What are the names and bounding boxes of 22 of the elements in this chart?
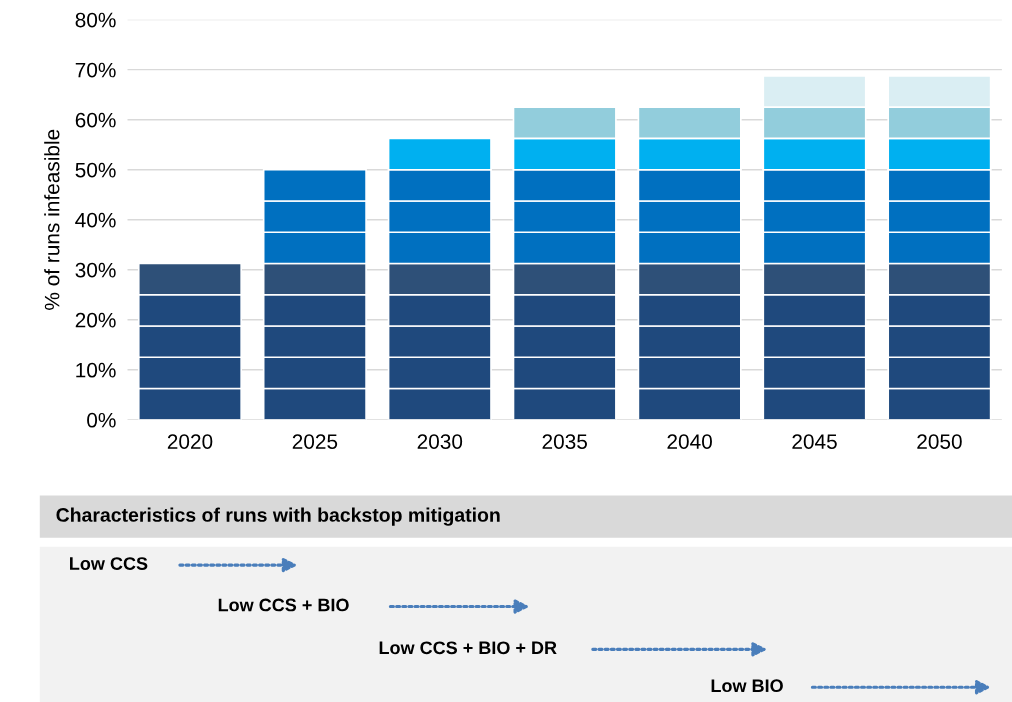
x-tick-label: 2025 [292, 434, 338, 449]
y-axis-title: % of runs infeasible [44, 129, 60, 310]
x-tick-label: 2040 [667, 434, 712, 449]
text: Characteristics of runs with backstop mitigation [56, 507, 500, 526]
x-tick-label: 2020 [167, 434, 213, 449]
text: Low BIO [711, 679, 783, 693]
x-tick-label: 2035 [542, 434, 587, 449]
y-tick-label: 60% [75, 112, 116, 128]
y-tick-label: 50% [75, 162, 116, 178]
y-tick-label: 10% [76, 362, 116, 378]
y-tick-label: 70% [75, 62, 116, 78]
text: Low CCS + BIO + DR [379, 641, 557, 655]
y-tick-label: 40% [75, 212, 116, 228]
y-tick-label: 30% [75, 262, 116, 278]
text: Low CCS [70, 557, 148, 570]
x-tick-label: 2050 [917, 434, 962, 449]
y-tick-label: 0% [87, 412, 116, 428]
text: Low CCS + BIO [218, 598, 349, 612]
y-tick-label: 80% [75, 12, 116, 28]
y-tick-label: 20% [75, 312, 116, 328]
x-tick-label: 2045 [792, 434, 837, 449]
x-tick-label: 2030 [417, 434, 463, 449]
